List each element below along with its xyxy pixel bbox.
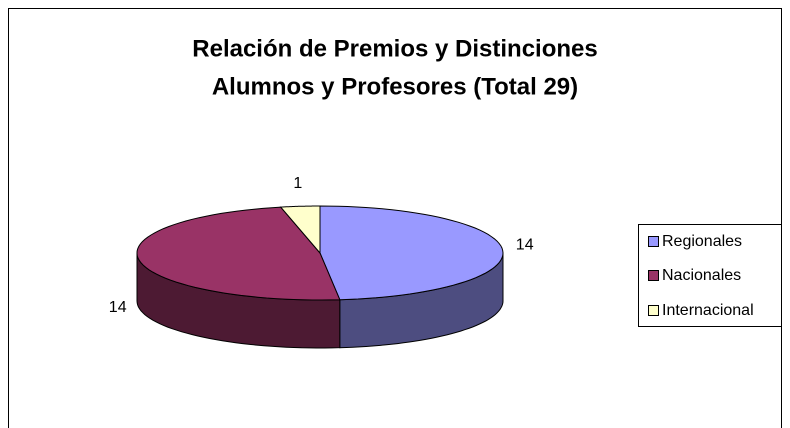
legend-label: Regionales — [662, 233, 742, 250]
data-label: 14 — [109, 299, 127, 316]
legend-swatch — [648, 236, 659, 247]
legend-box — [638, 224, 782, 327]
legend-swatch — [648, 270, 659, 281]
data-label: 14 — [516, 237, 534, 254]
data-label: 1 — [293, 175, 302, 192]
slice — [319, 205, 504, 301]
slice — [279, 205, 321, 255]
slice — [136, 206, 341, 301]
legend-swatch — [648, 305, 659, 316]
legend-label: Nacionales — [662, 267, 741, 284]
chart-title: Alumnos y Profesores (Total 29) — [212, 73, 578, 100]
chart-title: Relación de Premios y Distinciones — [192, 35, 597, 62]
legend-label: Internacional — [662, 302, 754, 319]
